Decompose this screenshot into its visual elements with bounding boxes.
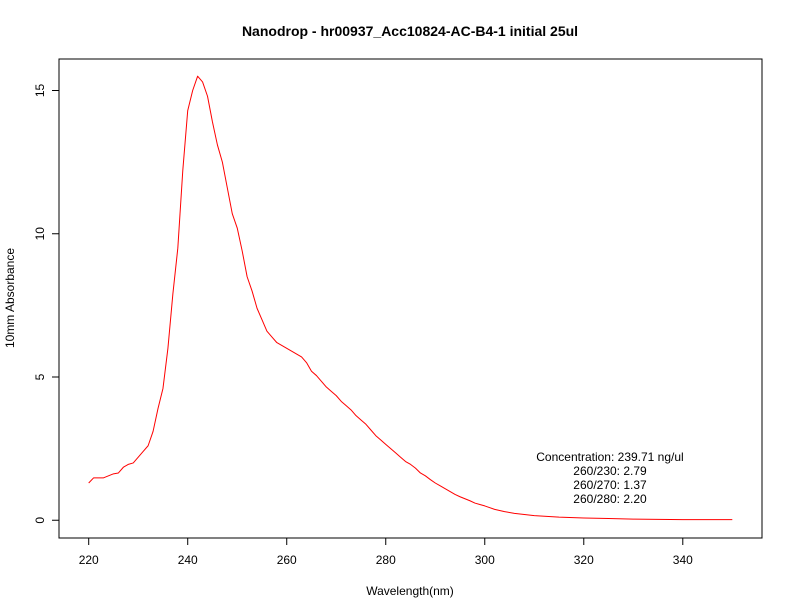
- x-tick-label: 340: [673, 553, 693, 567]
- ratio-260-280-text: 260/280: 2.20: [573, 492, 647, 506]
- y-axis: 0 5 10 15: [33, 84, 59, 524]
- x-axis: 220 240 260 280 300 320 340: [79, 538, 693, 567]
- x-tick-label: 320: [574, 553, 594, 567]
- plot-frame: [58, 58, 763, 539]
- stats-annotation: Concentration: 239.71 ng/ul 260/230: 2.7…: [536, 450, 683, 506]
- ratio-260-230-text: 260/230: 2.79: [573, 464, 647, 478]
- plot-area: [88, 75, 733, 521]
- y-tick-label: 0: [33, 517, 47, 524]
- concentration-text: Concentration: 239.71 ng/ul: [536, 450, 683, 464]
- y-tick-label: 10: [33, 227, 47, 241]
- ratio-260-270-text: 260/270: 1.37: [573, 478, 647, 492]
- x-tick-label: 300: [475, 553, 495, 567]
- chart-title: Nanodrop - hr00937_Acc10824-AC-B4-1 init…: [242, 23, 578, 39]
- x-tick-label: 240: [178, 553, 198, 567]
- y-tick-label: 15: [33, 84, 47, 98]
- x-tick-label: 260: [277, 553, 297, 567]
- y-tick-label: 5: [33, 373, 47, 380]
- y-axis-label: 10mm Absorbance: [3, 248, 17, 348]
- x-tick-label: 220: [79, 553, 99, 567]
- x-axis-label: Wavelength(nm): [366, 584, 454, 598]
- x-tick-label: 280: [376, 553, 396, 567]
- absorbance-line: [88, 75, 733, 521]
